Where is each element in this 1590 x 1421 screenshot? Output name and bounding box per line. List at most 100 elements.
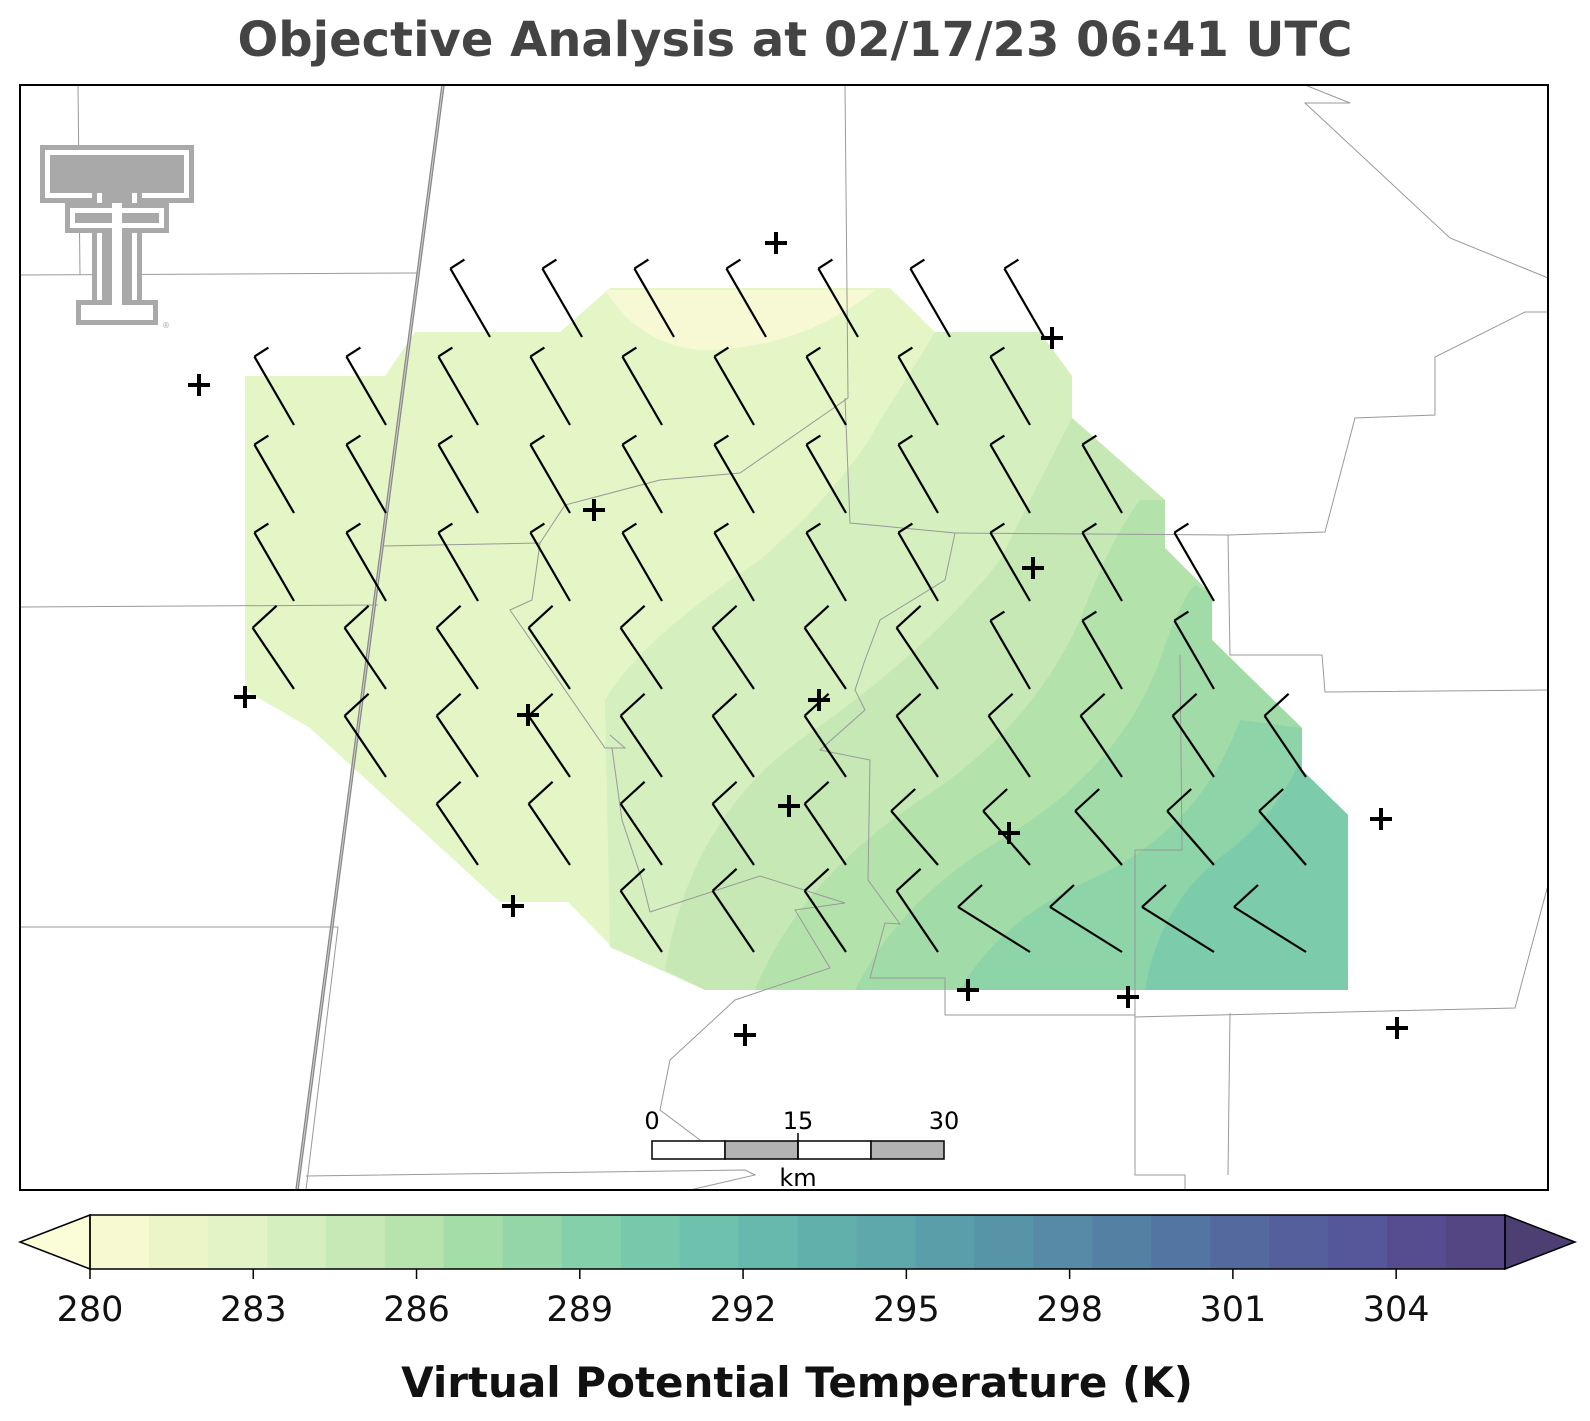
station-marker bbox=[778, 795, 800, 817]
county-line bbox=[954, 311, 1548, 536]
state-line-inner bbox=[296, 85, 444, 1190]
wind-barb bbox=[1003, 258, 1045, 338]
wind-barb bbox=[529, 346, 571, 426]
wind-barb bbox=[435, 692, 479, 778]
station-marker bbox=[1117, 986, 1139, 1008]
colorbar-cell bbox=[148, 1215, 209, 1269]
county-line bbox=[305, 1169, 757, 1190]
county-line bbox=[1134, 654, 1186, 1190]
wind-barb bbox=[817, 258, 859, 338]
wind-barb bbox=[1233, 884, 1307, 953]
colorbar-cell bbox=[1151, 1215, 1211, 1269]
wind-barb bbox=[897, 434, 939, 514]
scale-label-30: 30 bbox=[929, 1107, 960, 1135]
wind-barb bbox=[529, 522, 571, 602]
wind-barb bbox=[345, 434, 387, 514]
colorbar-cell bbox=[1210, 1215, 1270, 1269]
wind-barb bbox=[437, 434, 479, 514]
wind-barb bbox=[711, 692, 755, 778]
colorbar: 280 283 286 289 292 295 298 301 304 Virtual Pote… bbox=[17, 1213, 1578, 1407]
station-marker bbox=[1370, 808, 1392, 830]
colorbar-tick-label: 289 bbox=[546, 1290, 613, 1330]
station-marker bbox=[1022, 557, 1044, 579]
wind-barb bbox=[1171, 692, 1215, 778]
colorbar-tick-label: 283 bbox=[220, 1290, 287, 1330]
wind-barb bbox=[957, 884, 1031, 953]
county-line bbox=[1303, 85, 1548, 279]
colorbar-cell bbox=[738, 1215, 799, 1269]
wind-barb bbox=[805, 346, 847, 426]
station-marker bbox=[998, 822, 1020, 844]
colorbar-cell bbox=[1387, 1215, 1447, 1269]
wind-barb bbox=[541, 258, 583, 338]
wind-barb bbox=[253, 346, 295, 426]
scale-label-0: 0 bbox=[644, 1107, 659, 1135]
page-title: Objective Analysis at 02/17/23 06:41 UTC bbox=[237, 12, 1353, 68]
colorbar-cell bbox=[1033, 1215, 1093, 1269]
station-marker bbox=[234, 686, 256, 708]
colorbar-cell bbox=[266, 1215, 327, 1269]
wind-barb bbox=[253, 522, 295, 602]
scale-bar: 0 15 30 km bbox=[644, 1107, 960, 1192]
wind-barb bbox=[621, 522, 663, 602]
county-line bbox=[20, 272, 419, 276]
wind-barb bbox=[711, 780, 755, 866]
wind-barb bbox=[713, 522, 755, 602]
colorbar-cell bbox=[974, 1215, 1034, 1269]
wind-barb bbox=[619, 780, 663, 866]
station-marker bbox=[765, 232, 787, 254]
wind-barb bbox=[1173, 610, 1215, 690]
colorbar-cell bbox=[1092, 1215, 1152, 1269]
colorbar-cell bbox=[1328, 1215, 1388, 1269]
wind-barb bbox=[989, 346, 1031, 426]
wind-barb bbox=[621, 434, 663, 514]
colorbar-tick-label: 301 bbox=[1199, 1290, 1266, 1330]
colorbar-cell bbox=[90, 1215, 150, 1269]
wind-barb bbox=[895, 692, 939, 778]
wind-barb bbox=[805, 434, 847, 514]
field-region-southeast-corner bbox=[1145, 760, 1348, 990]
wind-barb bbox=[1081, 434, 1123, 514]
county-line bbox=[20, 926, 339, 1190]
wind-barb bbox=[909, 258, 951, 338]
wind-barb bbox=[987, 692, 1031, 778]
station-marker bbox=[517, 704, 539, 726]
wind-barb bbox=[1166, 788, 1215, 866]
scale-unit: km bbox=[779, 1164, 816, 1192]
wind-barb bbox=[713, 346, 755, 426]
colorbar-cell bbox=[1446, 1215, 1506, 1269]
station-marker bbox=[1041, 327, 1063, 349]
colorbar-cell bbox=[679, 1215, 740, 1269]
wind-barb bbox=[1258, 788, 1307, 866]
wind-barb bbox=[713, 434, 755, 514]
wind-barb bbox=[1079, 692, 1123, 778]
colorbar-cell bbox=[1269, 1215, 1329, 1269]
wind-barb bbox=[529, 434, 571, 514]
wind-barbs bbox=[251, 258, 1307, 953]
colorbar-extend-low bbox=[17, 1213, 91, 1271]
wind-barb bbox=[633, 258, 675, 338]
wind-barb bbox=[895, 867, 939, 953]
svg-text:®: ® bbox=[162, 321, 170, 330]
wind-barb bbox=[619, 867, 663, 953]
texas-tech-logo: ® bbox=[40, 145, 194, 330]
wind-barb bbox=[435, 780, 479, 866]
wind-barb bbox=[725, 258, 767, 338]
station-marker bbox=[1386, 1017, 1408, 1039]
colorbar-tick-label: 295 bbox=[873, 1290, 940, 1330]
wind-barb bbox=[803, 604, 847, 690]
wind-barb bbox=[890, 788, 939, 866]
wind-barb bbox=[1049, 884, 1123, 953]
wind-barb bbox=[1081, 522, 1123, 602]
station-marker bbox=[188, 374, 210, 396]
colorbar-extend-high bbox=[1504, 1213, 1578, 1271]
wind-barb bbox=[621, 346, 663, 426]
colorbar-tick-label: 304 bbox=[1363, 1290, 1430, 1330]
colorbar-cell bbox=[502, 1215, 563, 1269]
wind-barb bbox=[982, 788, 1031, 866]
colorbar-cell bbox=[856, 1215, 917, 1269]
colorbar-tick-label: 286 bbox=[383, 1290, 450, 1330]
station-marker bbox=[957, 979, 979, 1001]
wind-barb bbox=[437, 346, 479, 426]
